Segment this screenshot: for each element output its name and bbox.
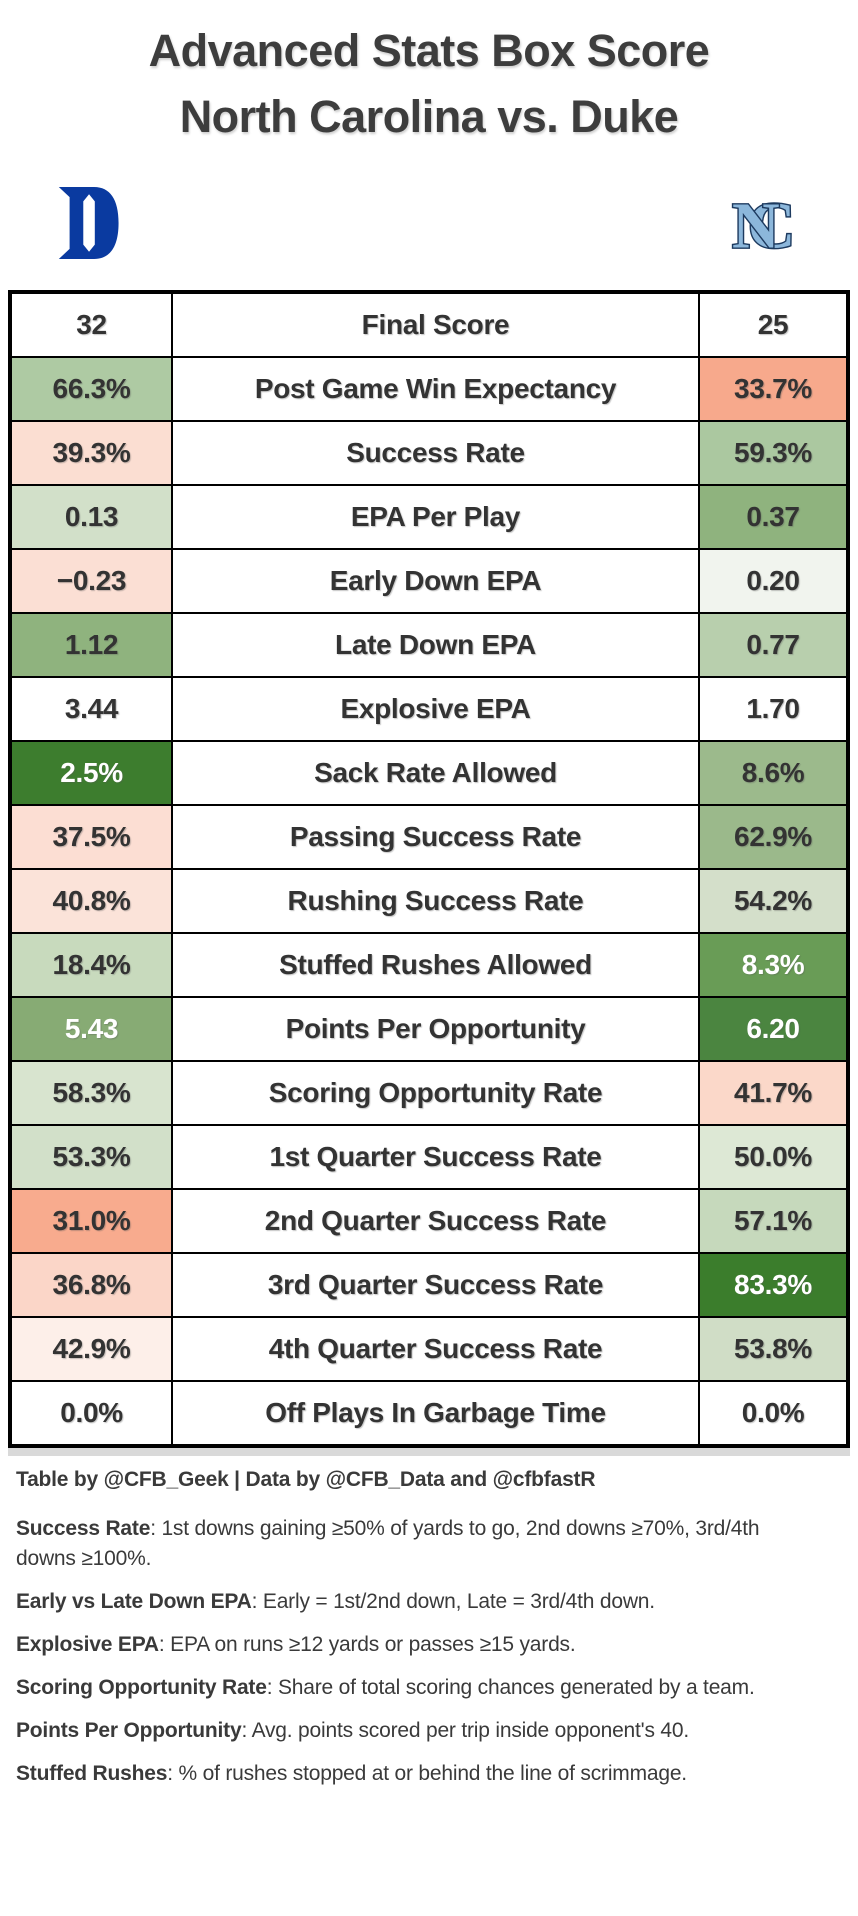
- unc-value-cell: 0.20: [700, 550, 846, 613]
- svg-text:N: N: [732, 190, 780, 260]
- footnote: Early vs Late Down EPA: Early = 1st/2nd …: [16, 1587, 822, 1617]
- page: Advanced Stats Box Score North Carolina …: [0, 18, 858, 1789]
- duke-value-cell: 53.3%: [12, 1126, 171, 1189]
- metric-label-cell: EPA Per Play: [173, 486, 698, 549]
- unc-value-cell: 59.3%: [700, 422, 846, 485]
- metric-label-cell: 3rd Quarter Success Rate: [173, 1254, 698, 1317]
- unc-value-cell: 0.77: [700, 614, 846, 677]
- title-line-2: North Carolina vs. Duke: [179, 91, 679, 143]
- metric-label-cell: Sack Rate Allowed: [173, 742, 698, 805]
- duke-value-cell: 18.4%: [12, 934, 171, 997]
- duke-logo-icon: [58, 187, 119, 260]
- footnote-term: Explosive EPA: [16, 1633, 159, 1657]
- unc-value-cell: 8.3%: [700, 934, 846, 997]
- metric-label-cell: Off Plays In Garbage Time: [173, 1382, 698, 1445]
- unc-value-cell: 83.3%: [700, 1254, 846, 1317]
- metric-label-cell: Explosive EPA: [173, 678, 698, 741]
- duke-value-cell: 1.12: [12, 614, 171, 677]
- footnote: Success Rate: 1st downs gaining ≥50% of …: [16, 1514, 822, 1574]
- metric-label-cell: Early Down EPA: [173, 550, 698, 613]
- unc-value-cell: 62.9%: [700, 806, 846, 869]
- metric-label-cell: Points Per Opportunity: [173, 998, 698, 1061]
- svg-text:C: C: [748, 190, 796, 260]
- unc-value-cell: 25: [700, 294, 846, 357]
- footnote-definition: : Avg. points scored per trip inside opp…: [241, 1719, 689, 1743]
- footnote: Stuffed Rushes: % of rushes stopped at o…: [16, 1759, 822, 1789]
- metric-label-cell: 4th Quarter Success Rate: [173, 1318, 698, 1381]
- footnotes: Success Rate: 1st downs gaining ≥50% of …: [16, 1514, 822, 1789]
- duke-value-cell: 32: [12, 294, 171, 357]
- unc-value-cell: 41.7%: [700, 1062, 846, 1125]
- duke-value-cell: 42.9%: [12, 1318, 171, 1381]
- stats-table: 32 Final Score 25 66.3% Post Game Win Expect…: [8, 290, 850, 1449]
- unc-value-cell: 1.70: [700, 678, 846, 741]
- duke-value-cell: 58.3%: [12, 1062, 171, 1125]
- duke-value-cell: −0.23: [12, 550, 171, 613]
- metric-label-cell: Passing Success Rate: [173, 806, 698, 869]
- footnote-definition: : Early = 1st/2nd down, Late = 3rd/4th d…: [251, 1590, 655, 1614]
- footnote-term: Success Rate: [16, 1517, 151, 1541]
- metric-label-cell: 2nd Quarter Success Rate: [173, 1190, 698, 1253]
- duke-value-cell: 0.0%: [12, 1382, 171, 1445]
- duke-value-cell: 39.3%: [12, 422, 171, 485]
- duke-value-cell: 40.8%: [12, 870, 171, 933]
- metric-label-cell: Rushing Success Rate: [173, 870, 698, 933]
- duke-value-cell: 36.8%: [12, 1254, 171, 1317]
- unc-value-cell: 50.0%: [700, 1126, 846, 1189]
- unc-value-cell: 0.0%: [700, 1382, 846, 1445]
- duke-value-cell: 31.0%: [12, 1190, 171, 1253]
- page-title: Advanced Stats Box Score North Carolina …: [0, 18, 858, 150]
- duke-value-cell: 3.44: [12, 678, 171, 741]
- metric-label-cell: Scoring Opportunity Rate: [173, 1062, 698, 1125]
- unc-value-cell: 53.8%: [700, 1318, 846, 1381]
- duke-value-cell: 5.43: [12, 998, 171, 1061]
- duke-value-cell: 2.5%: [12, 742, 171, 805]
- unc-value-cell: 54.2%: [700, 870, 846, 933]
- footnote-term: Early vs Late Down EPA: [16, 1590, 252, 1614]
- footnote: Explosive EPA: EPA on runs ≥12 yards or …: [16, 1630, 822, 1660]
- unc-value-cell: 0.37: [700, 486, 846, 549]
- team-logos: C N: [0, 186, 858, 260]
- footnote: Scoring Opportunity Rate: Share of total…: [16, 1673, 822, 1703]
- footnote-definition: : Share of total scoring chances generat…: [266, 1676, 755, 1700]
- footnote-term: Scoring Opportunity Rate: [16, 1676, 267, 1700]
- duke-value-cell: 66.3%: [12, 358, 171, 421]
- footnote-definition: : 1st downs gaining ≥50% of yards to go,…: [16, 1517, 760, 1571]
- footnote: Points Per Opportunity: Avg. points scor…: [16, 1716, 822, 1746]
- metric-label-cell: 1st Quarter Success Rate: [173, 1126, 698, 1189]
- credit-line: Table by @CFB_Geek | Data by @CFB_Data a…: [16, 1468, 596, 1492]
- unc-value-cell: 33.7%: [700, 358, 846, 421]
- duke-value-cell: 37.5%: [12, 806, 171, 869]
- title-line-1: Advanced Stats Box Score: [148, 25, 710, 76]
- metric-label-cell: Late Down EPA: [173, 614, 698, 677]
- metric-label-cell: Post Game Win Expectancy: [173, 358, 698, 421]
- metric-label-cell: Stuffed Rushes Allowed: [173, 934, 698, 997]
- metric-label-cell: Final Score: [173, 294, 698, 357]
- footnote-definition: : EPA on runs ≥12 yards or passes ≥15 ya…: [158, 1633, 576, 1657]
- unc-value-cell: 8.6%: [700, 742, 846, 805]
- footnote-term: Points Per Opportunity: [16, 1719, 242, 1743]
- duke-value-cell: 0.13: [12, 486, 171, 549]
- footnote-definition: : % of rushes stopped at or behind the l…: [167, 1762, 687, 1786]
- unc-value-cell: 6.20: [700, 998, 846, 1061]
- metric-label-cell: Success Rate: [173, 422, 698, 485]
- footnote-term: Stuffed Rushes: [16, 1762, 168, 1786]
- unc-logo-icon: C N: [731, 188, 797, 260]
- unc-value-cell: 57.1%: [700, 1190, 846, 1253]
